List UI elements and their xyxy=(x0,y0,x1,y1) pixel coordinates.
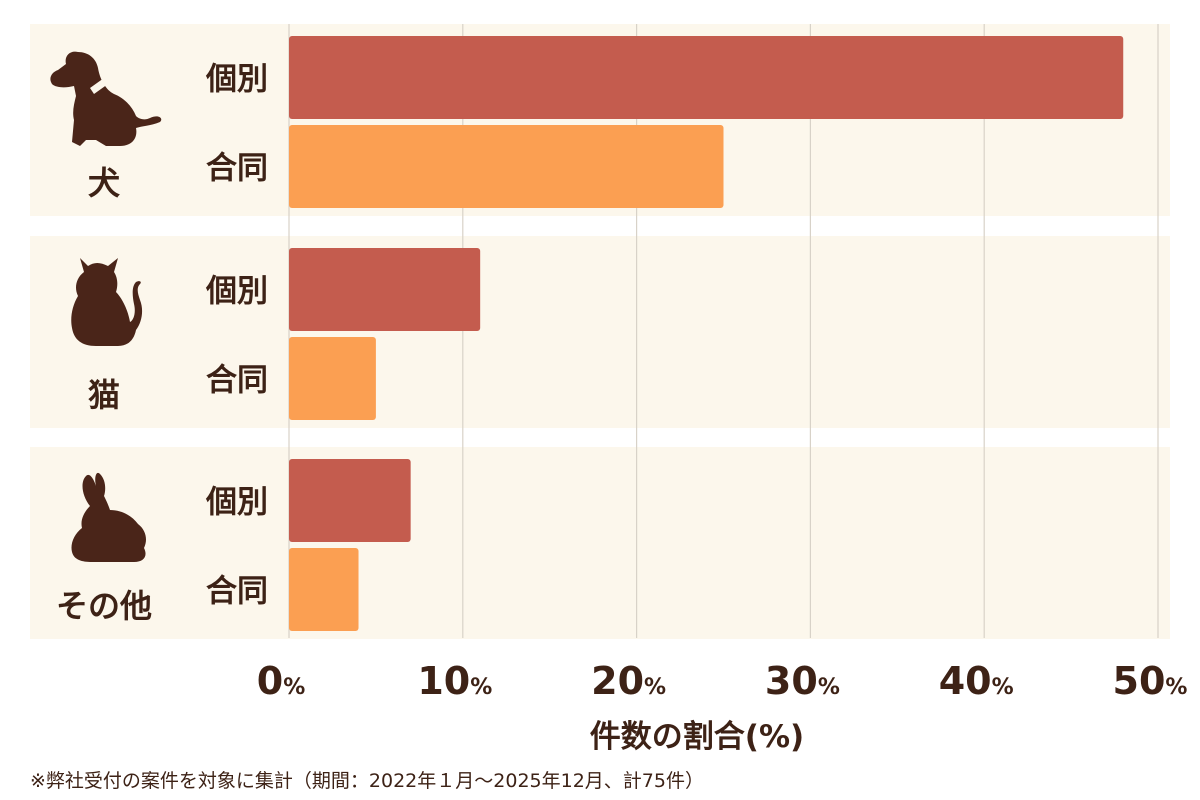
dog-collar xyxy=(90,78,108,94)
x-axis-ticks: 0% 10% 20% 30% 40% 50% xyxy=(257,659,1188,703)
footnote: ※弊社受付の案件を対象に集計（期間：2022年１月〜2025年12月、計75件） xyxy=(30,770,704,792)
group-label-2: その他 xyxy=(56,587,152,625)
bars-layer xyxy=(289,36,1124,631)
bar-0-0 xyxy=(289,36,1124,119)
x-tick-10: 10% xyxy=(417,659,492,703)
x-tick-30: 30% xyxy=(765,659,840,703)
bar-1-1 xyxy=(289,337,376,420)
group-label-1: 猫 xyxy=(88,376,120,414)
dog-icon xyxy=(50,51,162,147)
cat-icon xyxy=(71,258,143,346)
group-panel-1 xyxy=(30,236,1170,428)
bar-0-1 xyxy=(289,125,724,208)
bar-2-0 xyxy=(289,459,411,542)
x-tick-20: 20% xyxy=(591,659,666,703)
bar-1-0 xyxy=(289,248,481,331)
group-panel-2 xyxy=(30,447,1170,639)
x-tick-0: 0% xyxy=(257,659,306,703)
bar-label-0-0: 個別 xyxy=(205,62,268,98)
bar-label-1-0: 個別 xyxy=(205,274,268,310)
x-axis-label: 件数の割合(%) xyxy=(590,719,804,755)
x-tick-50: 50% xyxy=(1113,659,1188,703)
rabbit-icon xyxy=(71,472,146,562)
bar-label-2-1: 合同 xyxy=(206,574,268,610)
bar-label-2-0: 個別 xyxy=(205,485,268,521)
bar-label-1-1: 合同 xyxy=(206,363,268,399)
group-label-0: 犬 xyxy=(88,164,120,202)
group-icons xyxy=(50,51,162,562)
x-tick-40: 40% xyxy=(939,659,1014,703)
bar-label-0-1: 合同 xyxy=(206,151,268,187)
bar-2-1 xyxy=(289,548,359,631)
